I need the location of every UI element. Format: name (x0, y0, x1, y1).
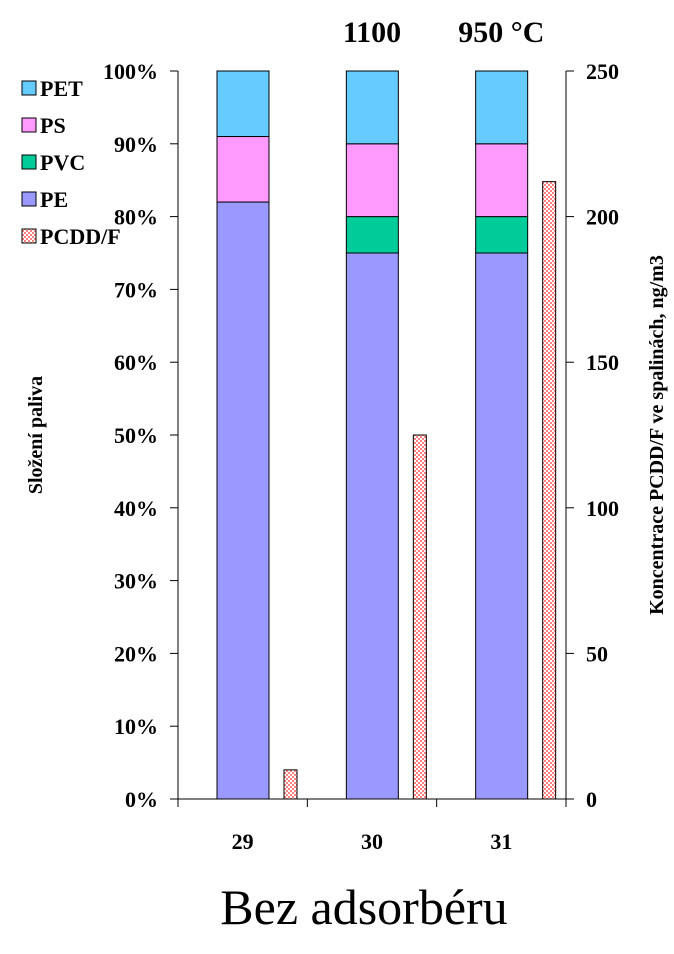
bar-pet-30 (345, 70, 399, 145)
left-tick-label: 30% (114, 569, 158, 594)
bar-pe-30 (345, 252, 399, 800)
bar-pet-31 (475, 70, 529, 145)
left-tick-label: 50% (114, 423, 158, 448)
legend-swatch-pe (21, 191, 37, 207)
axes-layer: 0% 10% 20% 30% 40% 50% 60% 70% 80% 90% 100% 0 50 100 1… (103, 59, 619, 854)
chart-caption: Bez adsorbéru (220, 879, 507, 935)
bar-ps-30 (345, 143, 399, 218)
left-tick-label: 90% (114, 132, 158, 157)
right-tick-label: 150 (586, 350, 619, 375)
legend: PET PS PVC PE PCDD/F (21, 76, 121, 249)
bar-pcdd-f-29 (283, 769, 298, 800)
bar-pe-31 (475, 252, 529, 800)
x-tick-label: 31 (490, 829, 512, 854)
left-tick-label: 100% (103, 59, 158, 84)
legend-label: PVC (40, 150, 85, 175)
bar-ps-29 (216, 136, 270, 203)
legend-swatch-pcdd-f (21, 228, 37, 244)
bar-pe-29 (216, 201, 270, 800)
legend-swatch-ps (21, 117, 37, 133)
right-tick-label: 200 (586, 205, 619, 230)
bar-ps-31 (475, 143, 529, 218)
left-tick-label: 40% (114, 496, 158, 521)
bars-layer (216, 70, 557, 800)
x-tick-label: 30 (361, 829, 383, 854)
legend-label: PS (40, 113, 66, 138)
left-tick-label: 60% (114, 350, 158, 375)
y-axis-title: Složení paliva (25, 376, 47, 494)
top-condition-label: 950 °C (458, 16, 544, 49)
labels-layer: 1100 950 °C Složení paliva Koncentrace PCDD… (25, 16, 668, 935)
top-condition-label: 1100 (343, 16, 401, 49)
right-tick-label: 50 (586, 641, 608, 666)
bar-pet-29 (216, 70, 270, 138)
legend-swatch-pvc (21, 154, 37, 170)
right-tick-label: 250 (586, 59, 619, 84)
left-tick-label: 80% (114, 205, 158, 230)
legend-label: PCDD/F (40, 224, 121, 249)
right-tick-label: 100 (586, 496, 619, 521)
bar-pvc-31 (475, 216, 529, 254)
left-tick-label: 20% (114, 641, 158, 666)
bar-pvc-30 (345, 216, 399, 254)
left-tick-label: 10% (114, 714, 158, 739)
right-tick-label: 0 (586, 787, 597, 812)
left-tick-label: 0% (125, 787, 158, 812)
x-tick-label: 29 (232, 829, 254, 854)
legend-label: PE (40, 187, 68, 212)
legend-swatch-pet (21, 80, 37, 96)
bar-pcdd-f-30 (412, 434, 427, 800)
y2-axis-title: Koncentrace PCDD/F ve spalinách, ng/m3 (646, 255, 668, 615)
bar-pcdd-f-31 (542, 181, 557, 800)
left-tick-label: 70% (114, 277, 158, 302)
legend-label: PET (40, 76, 83, 101)
